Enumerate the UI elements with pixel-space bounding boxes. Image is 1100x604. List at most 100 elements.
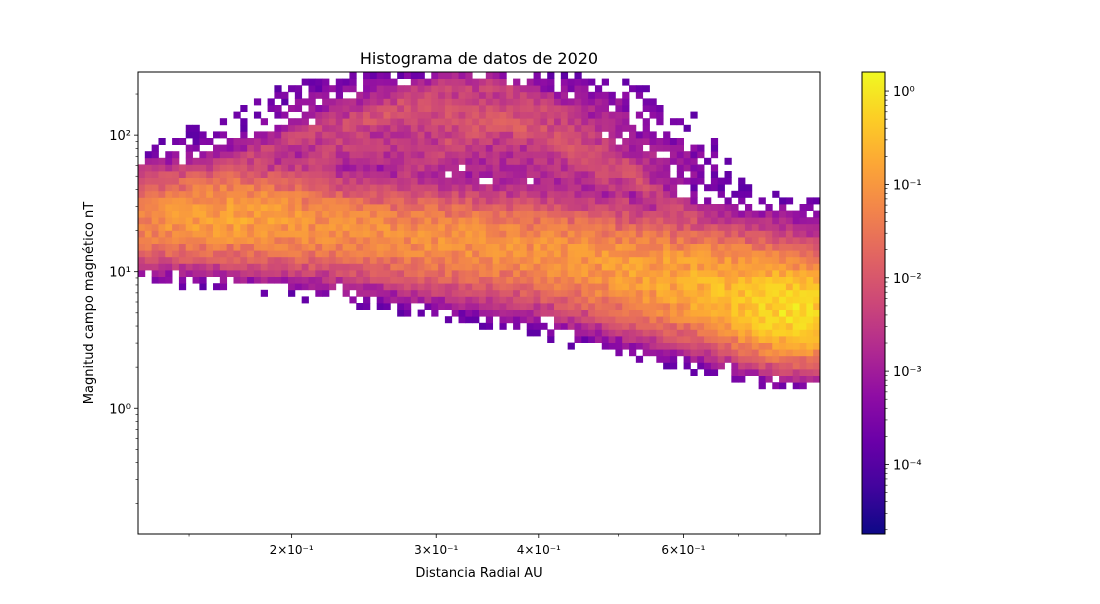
heatmap-cell [144, 171, 153, 178]
heatmap-cell [492, 111, 500, 119]
heatmap-cell [649, 230, 657, 238]
heatmap-cell [410, 85, 419, 93]
heatmap-cell [506, 237, 514, 244]
heatmap-cell [342, 250, 350, 258]
heatmap-cell [717, 223, 725, 231]
heatmap-cell [758, 375, 766, 383]
heatmap-cell [199, 210, 207, 218]
heatmap-cell [601, 230, 609, 238]
heatmap-cell [335, 230, 343, 238]
heatmap-cell [410, 72, 419, 79]
heatmap-cell [704, 303, 712, 310]
heatmap-cell [813, 349, 820, 357]
heatmap-cell [676, 230, 684, 238]
heatmap-cell [622, 144, 630, 152]
heatmap-cell [574, 263, 582, 271]
heatmap-cell [199, 177, 207, 185]
heatmap-cell [629, 289, 637, 297]
heatmap-cell [779, 296, 787, 304]
heatmap-cell [547, 177, 555, 185]
heatmap-cell [349, 118, 357, 126]
heatmap-cell [704, 204, 712, 211]
heatmap-cell [615, 204, 623, 211]
heatmap-cell [799, 296, 807, 304]
heatmap-cell [526, 243, 534, 251]
heatmap-cell [540, 204, 548, 211]
heatmap-cell [281, 197, 289, 205]
heatmap-cell [397, 256, 405, 264]
heatmap-cell [253, 164, 262, 172]
heatmap-cell [751, 237, 760, 244]
heatmap-cell [581, 289, 589, 297]
heatmap-cell [540, 177, 548, 185]
heatmap-cell [615, 177, 623, 185]
heatmap-cell [581, 237, 589, 244]
heatmap-cell [629, 329, 637, 337]
heatmap-cell [813, 329, 820, 337]
heatmap-cell [758, 283, 766, 291]
heatmap-cell [281, 111, 289, 119]
heatmap-cell [315, 144, 323, 152]
heatmap-cell [779, 256, 787, 264]
heatmap-cell [369, 118, 378, 126]
heatmap-cell [479, 98, 487, 106]
heatmap-cell [458, 144, 466, 152]
heatmap-cell [649, 309, 657, 317]
heatmap-cell [349, 157, 357, 165]
heatmap-cell [165, 171, 173, 178]
heatmap-cell [308, 230, 316, 238]
heatmap-cell [301, 283, 309, 291]
heatmap-cell [574, 204, 582, 211]
heatmap-cell [540, 322, 548, 330]
colorbar [861, 71, 886, 535]
heatmap-cell [417, 256, 425, 264]
heatmap-cell [690, 230, 698, 238]
heatmap-cell [601, 164, 609, 172]
heatmap-cell [438, 217, 446, 225]
heatmap-cell [206, 270, 214, 277]
heatmap-cell [574, 283, 582, 291]
heatmap-cell [547, 151, 555, 159]
heatmap-cell [622, 151, 630, 159]
heatmap-cell [588, 283, 596, 291]
heatmap-cell [485, 204, 494, 211]
heatmap-cell [417, 171, 425, 178]
heatmap-cell [301, 78, 309, 86]
heatmap-cell [799, 375, 807, 383]
heatmap-cell [294, 105, 303, 112]
heatmap-cell [669, 303, 678, 310]
heatmap-cell [185, 184, 193, 192]
heatmap-cell [356, 230, 364, 238]
heatmap-cell [806, 217, 814, 225]
heatmap-cell [785, 270, 794, 277]
heatmap-cell [383, 105, 391, 112]
heatmap-cell [267, 210, 275, 218]
heatmap-cell [424, 98, 432, 106]
heatmap-cell [669, 270, 678, 277]
heatmap-cell [547, 329, 555, 337]
heatmap-cell [669, 190, 678, 198]
heatmap-cell [458, 316, 466, 324]
heatmap-cell [629, 263, 637, 271]
heatmap-cell [772, 296, 780, 304]
heatmap-cell [410, 270, 419, 277]
heatmap-cell [785, 342, 794, 350]
heatmap-cell [554, 144, 562, 152]
heatmap-cell [622, 303, 630, 310]
heatmap-cell [308, 157, 316, 165]
heatmap-cell [472, 118, 480, 126]
heatmap-cell [424, 270, 432, 277]
heatmap-cell [792, 355, 800, 363]
heatmap-cell [683, 217, 691, 225]
heatmap-cell [390, 124, 398, 132]
heatmap-cell [513, 296, 521, 304]
heatmap-cell [397, 190, 405, 198]
heatmap-cell [315, 289, 323, 297]
heatmap-cell [697, 296, 705, 304]
heatmap-cell [390, 210, 398, 218]
heatmap-cell [656, 250, 664, 258]
heatmap-cell [356, 144, 364, 152]
heatmap-cell [417, 309, 425, 317]
heatmap-cell [744, 263, 753, 271]
heatmap-cell [424, 204, 432, 211]
